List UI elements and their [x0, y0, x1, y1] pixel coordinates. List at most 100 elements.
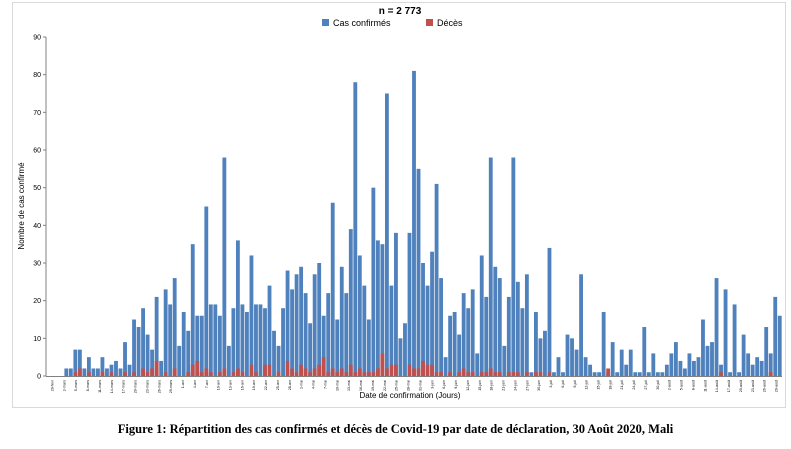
bar-deaths: [547, 372, 552, 376]
bar-confirmed-cases: [357, 255, 362, 376]
bar-confirmed-cases: [190, 244, 195, 376]
bar-confirmed-cases: [511, 157, 516, 376]
bar-deaths: [439, 372, 444, 376]
bar-confirmed-cases: [728, 372, 732, 376]
bar-confirmed-cases: [109, 364, 114, 376]
bar-confirmed-cases: [73, 349, 78, 376]
bar-confirmed-cases: [683, 368, 687, 376]
bar-confirmed-cases: [362, 285, 367, 376]
bar-deaths: [86, 372, 91, 376]
bar-deaths: [199, 372, 204, 376]
bar-confirmed-cases: [543, 330, 547, 376]
y-tick-label: 10: [33, 336, 41, 343]
bar-deaths: [73, 372, 78, 376]
bar-confirmed-cases: [348, 229, 353, 376]
bar-confirmed-cases: [741, 334, 746, 376]
y-axis-label: Nombre de cas confirmé: [17, 162, 26, 250]
bar-confirmed-cases: [384, 93, 389, 376]
bar-confirmed-cases: [592, 372, 597, 376]
bar-confirmed-cases: [705, 345, 710, 376]
x-tick-label: 10-avr: [217, 379, 221, 390]
bar-confirmed-cases: [312, 274, 317, 376]
x-tick-label: 4-avr: [193, 379, 197, 388]
bar-confirmed-cases: [506, 296, 511, 376]
bar-confirmed-cases: [633, 372, 638, 376]
bar-confirmed-cases: [538, 338, 543, 376]
bar-confirmed-cases: [534, 311, 538, 376]
x-tick-label: 2-août: [668, 380, 672, 390]
bar-deaths: [217, 372, 222, 376]
bar-confirmed-cases: [245, 311, 249, 376]
bar-confirmed-cases: [258, 304, 263, 376]
bar-confirmed-cases: [353, 82, 358, 376]
bar-confirmed-cases: [416, 168, 421, 376]
bar-deaths: [425, 364, 430, 376]
x-tick-label: 14-août: [715, 380, 719, 392]
bar-confirmed-cases: [136, 327, 141, 376]
x-tick-label: 1-avr: [181, 379, 185, 388]
bar-deaths: [145, 372, 150, 376]
bar-confirmed-cases: [624, 364, 629, 376]
x-tick-label: 5-mars: [74, 380, 78, 391]
x-tick-label: 8-août: [691, 380, 695, 390]
bar-confirmed-cases: [430, 251, 434, 376]
x-tick-label: 27-juil: [644, 380, 648, 390]
bar-confirmed-cases: [186, 330, 191, 376]
legend-swatch-deaths: [426, 19, 433, 26]
bar-confirmed-cases: [452, 311, 457, 376]
bar-deaths: [154, 360, 159, 376]
bar-confirmed-cases: [398, 338, 403, 376]
bar-deaths: [534, 372, 538, 376]
bar-confirmed-cases: [412, 70, 416, 377]
bar-confirmed-cases: [344, 293, 349, 376]
bar-confirmed-cases: [597, 372, 602, 376]
bar-confirmed-cases: [434, 183, 439, 376]
figure-caption: Figure 1: Répartition des cas confirmés …: [117, 422, 674, 436]
bar-confirmed-cases: [231, 308, 236, 376]
x-tick-label: 20-août: [739, 380, 743, 392]
bar-confirmed-cases: [299, 266, 304, 376]
bar-confirmed-cases: [719, 364, 723, 376]
x-tick-label: 6-juin: [442, 380, 446, 389]
bar-deaths: [394, 364, 398, 376]
bar-confirmed-cases: [86, 357, 91, 376]
x-tick-label: 7-avr: [205, 379, 209, 388]
bar-confirmed-cases: [750, 364, 755, 376]
bar-confirmed-cases: [123, 342, 127, 376]
bar-confirmed-cases: [615, 372, 620, 376]
x-tick-label: 31-mai: [418, 380, 422, 391]
bar-deaths: [77, 368, 82, 376]
x-tick-label: 13-avr: [229, 379, 233, 390]
bar-confirmed-cases: [552, 372, 556, 376]
bar-deaths: [254, 372, 258, 376]
bar-confirmed-cases: [172, 278, 177, 376]
x-tick-label: 22-avr: [264, 379, 268, 390]
bar-confirmed-cases: [375, 240, 380, 376]
x-tick-label: 4-mai: [312, 380, 316, 389]
x-tick-label: 2-mars: [62, 380, 66, 391]
bar-confirmed-cases: [642, 327, 647, 376]
bar-confirmed-cases: [687, 353, 692, 376]
bar-deaths: [231, 372, 236, 376]
bar-confirmed-cases: [466, 308, 471, 376]
x-tick-label: 11-août: [703, 380, 707, 392]
bar-confirmed-cases: [317, 263, 322, 376]
bar-deaths: [290, 368, 295, 376]
bar-confirmed-cases: [339, 266, 344, 376]
bar-confirmed-cases: [285, 270, 290, 376]
bar-confirmed-cases: [321, 315, 326, 376]
bar-deaths: [434, 372, 439, 376]
bar-confirmed-cases: [637, 372, 642, 376]
bar-confirmed-cases: [777, 315, 782, 376]
bar-confirmed-cases: [660, 372, 665, 376]
bar-confirmed-cases: [199, 315, 204, 376]
bar-confirmed-cases: [263, 308, 267, 376]
x-tick-label: 12-juil: [585, 380, 589, 390]
bar-confirmed-cases: [515, 281, 520, 376]
bar-confirmed-cases: [556, 357, 561, 376]
bar-confirmed-cases: [294, 274, 299, 376]
bar-confirmed-cases: [154, 296, 159, 376]
bar-deaths: [353, 372, 358, 376]
bar-deaths: [416, 368, 421, 376]
bar-deaths: [240, 372, 245, 376]
